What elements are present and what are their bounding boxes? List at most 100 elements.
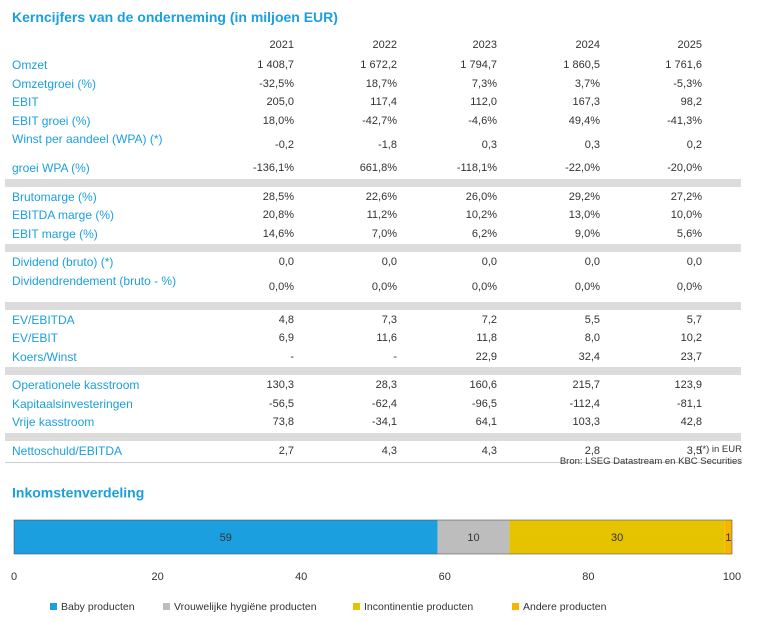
cell: 1 672,2 [360, 59, 397, 71]
x-tick-label: 100 [723, 571, 741, 583]
row-label: Vrije kasstroom [12, 415, 95, 429]
cell: 9,0% [574, 227, 600, 240]
row-label: EBIT groei (%) [12, 113, 91, 128]
cell: 11,6 [376, 332, 397, 344]
cell: 0,0% [574, 280, 600, 293]
cell: -1,8 [378, 139, 397, 151]
cell: 103,3 [572, 416, 600, 428]
cell: 27,2% [670, 190, 702, 203]
legend-swatch [50, 603, 57, 610]
cell: -42,7% [362, 114, 397, 127]
page-title: Kerncijfers van de onderneming (in miljo… [12, 9, 338, 25]
cell: 14,6% [262, 227, 294, 240]
column-header: 2021 [269, 39, 294, 51]
row-label: Omzet [12, 58, 48, 72]
cell: 6,9 [278, 332, 294, 344]
cell: 0,3 [481, 139, 497, 151]
cell: -136,1% [253, 162, 294, 174]
cell: 11,2% [366, 209, 397, 221]
cell: -4,6% [468, 114, 497, 127]
cell: 6,2% [471, 227, 497, 240]
legend-label: Vrouwelijke hygiëne producten [174, 601, 317, 613]
cell: -56,5 [268, 397, 294, 410]
cell: 1 860,5 [563, 59, 600, 71]
separator [5, 244, 741, 252]
cell: -20,0% [667, 162, 702, 174]
legend-swatch [512, 603, 519, 610]
cell: 0,0 [381, 256, 397, 268]
cell: 22,6% [365, 190, 397, 203]
cell: 23,7 [680, 350, 702, 363]
separator [5, 367, 741, 375]
cell: 32,4 [578, 350, 600, 363]
cell: 117,4 [370, 96, 397, 108]
x-tick-label: 60 [439, 571, 451, 583]
row-label: Koers/Winst [12, 349, 77, 364]
row-label: Operationele kasstroom [12, 378, 140, 392]
cell: -0,2 [275, 139, 294, 151]
cell: 18,7% [365, 77, 397, 90]
cell: 10,0% [670, 209, 702, 221]
cell: 7,0% [371, 227, 397, 240]
cell: 0,0 [481, 256, 497, 268]
cell: - [393, 350, 397, 363]
column-header: 2025 [677, 39, 702, 51]
cell: -96,5 [471, 397, 497, 410]
row-label: EV/EBIT [12, 331, 59, 345]
cell: 20,8% [262, 209, 294, 221]
bar-outline [13, 519, 733, 555]
cell: -34,1 [371, 416, 397, 428]
cell: 661,8% [359, 162, 397, 174]
cell: 28,5% [262, 190, 294, 203]
separator [5, 432, 741, 441]
legend-label: Baby producten [61, 601, 135, 613]
cell: 215,7 [572, 379, 600, 391]
cell: 73,8 [272, 416, 294, 428]
cell: - [290, 350, 294, 363]
cell: 2,8 [584, 444, 600, 457]
cell: 29,2% [568, 190, 600, 203]
bar-segment [437, 520, 510, 554]
row-label: EBITDA marge (%) [12, 208, 115, 222]
cell: 4,3 [481, 444, 497, 457]
table-bottom-rule [5, 462, 741, 463]
x-tick-label: 80 [582, 571, 594, 583]
separator [5, 301, 741, 310]
cell: 0,0 [686, 256, 702, 268]
note: (*) in EUR [699, 444, 742, 455]
cell: 160,6 [469, 379, 497, 391]
cell: 130,3 [266, 379, 294, 391]
data-label: 30 [611, 532, 623, 544]
cell: 5,5 [584, 313, 600, 326]
cell: 7,3 [381, 313, 397, 326]
legend-label: Incontinentie producten [364, 601, 473, 613]
cell: -62,4 [371, 397, 397, 410]
legend-swatch [163, 603, 170, 610]
cell: 42,8 [680, 416, 702, 428]
cell: -32,5% [259, 77, 294, 90]
cell: 167,3 [572, 96, 600, 108]
row-label: Winst per aandeel (WPA) (*) [12, 132, 163, 146]
cell: 0,3 [584, 139, 600, 151]
cell: 5,6% [676, 227, 702, 240]
cell: 98,2 [680, 96, 702, 108]
row-label: Brutomarge (%) [12, 189, 97, 204]
cell: 8,0 [584, 332, 600, 344]
data-label: 10 [467, 532, 479, 544]
cell: 112,0 [470, 96, 497, 108]
note: Bron: LSEG Datastream en KBC Securities [559, 456, 742, 467]
row-label: Kapitaalsinvesteringen [12, 396, 133, 411]
cell: 0,0 [278, 256, 294, 268]
cell: -112,4 [569, 397, 600, 410]
cell: 0,0% [268, 280, 294, 293]
cell: 1 408,7 [257, 59, 294, 71]
cell: -41,3% [667, 114, 702, 127]
row-label: EBIT [12, 95, 39, 109]
cell: 2,7 [278, 444, 294, 457]
cell: 4,8 [278, 313, 294, 326]
cell: 49,4% [568, 114, 600, 127]
row-label: Dividend (bruto) (*) [12, 255, 114, 269]
column-header: 2024 [575, 39, 600, 51]
legend-swatch [353, 603, 360, 610]
cell: 11,8 [476, 332, 497, 344]
